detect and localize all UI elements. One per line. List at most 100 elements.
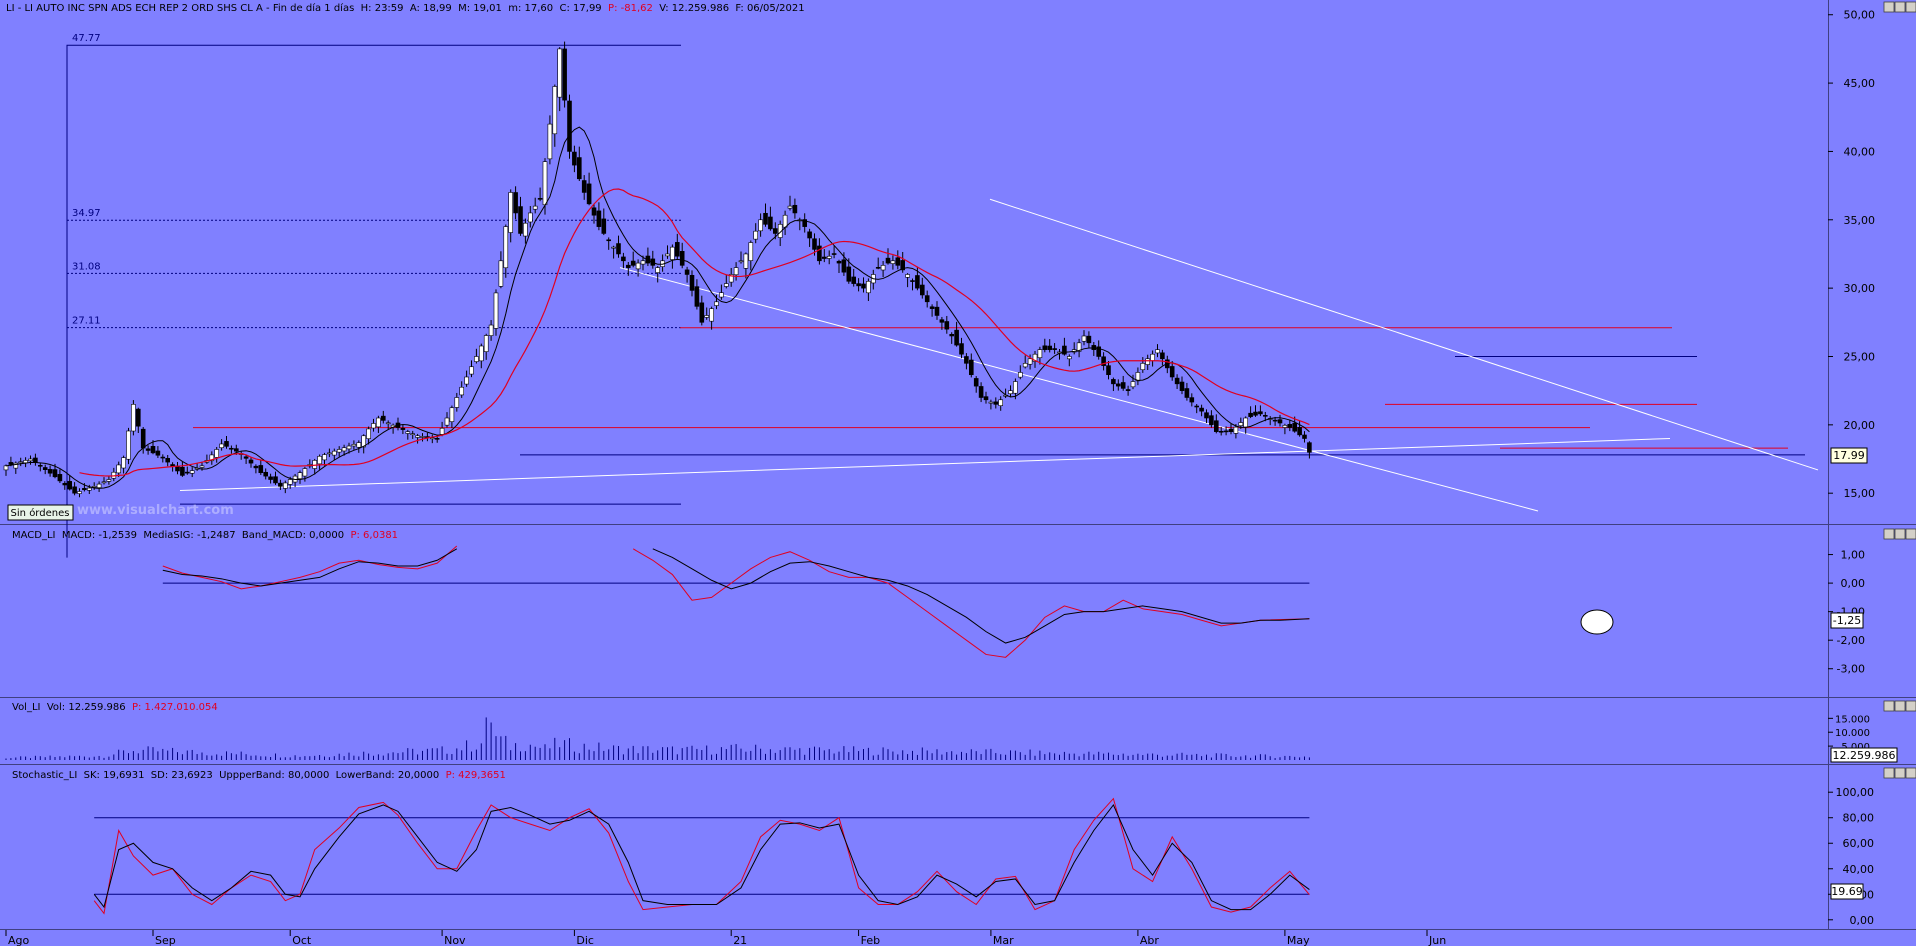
candle-body (1017, 372, 1023, 378)
candle-body (576, 157, 582, 180)
candle-body (341, 447, 347, 452)
candle-body (728, 274, 734, 283)
candle-body (625, 264, 631, 268)
candle-body (988, 401, 994, 404)
candle-body (758, 219, 763, 232)
candle-body (723, 283, 729, 287)
maximize-icon[interactable] (1894, 1, 1906, 13)
time-tick-label: Dic (576, 934, 594, 946)
candle-body (1184, 388, 1190, 398)
price-tick-label: 30,00 (1844, 282, 1876, 295)
minimize-icon[interactable] (1883, 528, 1895, 540)
candle-body (52, 469, 58, 478)
close-icon[interactable] (1905, 767, 1916, 779)
maximize-icon[interactable] (1894, 700, 1906, 712)
candle-body (768, 216, 773, 230)
candle-body (655, 267, 661, 273)
candle-body (13, 462, 19, 469)
candle-body (429, 437, 435, 440)
candle-body (1008, 390, 1013, 395)
watermark: www.visualchart.com (77, 503, 234, 518)
maximize-icon[interactable] (1894, 767, 1906, 779)
time-tick-label: Feb (861, 934, 880, 946)
candle-body (586, 183, 592, 205)
panel-window-buttons[interactable] (1883, 1, 1916, 779)
candle-body (1277, 419, 1283, 424)
candle-body (1214, 420, 1219, 432)
volume-last-box (1830, 747, 1898, 763)
stochastic-sk-line (93, 797, 1310, 915)
candle-body (689, 275, 695, 291)
candle-body (282, 482, 288, 489)
candle-body (1111, 379, 1116, 385)
stochastic-tick-label: 60,00 (1843, 837, 1875, 850)
candle-body (273, 476, 278, 484)
trendline (619, 267, 1539, 512)
candle-body (199, 465, 205, 468)
stochastic-tick-label: 40,00 (1843, 863, 1875, 876)
price-header: LI - LI AUTO INC SPN ADS ECH REP 2 ORD S… (6, 2, 805, 14)
candle-body (498, 260, 504, 287)
candle-body (1228, 428, 1234, 432)
fib-frame (66, 44, 681, 558)
candle-body (189, 470, 195, 474)
candle-body (591, 207, 597, 216)
candle-body (410, 433, 416, 436)
minimize-icon[interactable] (1883, 1, 1895, 13)
candle-body (1243, 417, 1248, 428)
candle-body (28, 458, 33, 462)
candle-body (924, 295, 930, 303)
close-icon[interactable] (1905, 700, 1916, 712)
candle-body (3, 465, 9, 471)
time-tick-label: Sep (155, 934, 176, 946)
candle-body (1106, 365, 1111, 376)
candle-body (983, 396, 989, 401)
candle-body (1223, 430, 1229, 433)
close-icon[interactable] (1905, 1, 1916, 13)
candle-body (18, 461, 24, 464)
candle-body (968, 359, 974, 376)
candle-body (229, 447, 234, 450)
trendlines (179, 198, 1819, 512)
candle-body (1096, 346, 1101, 357)
time-axis: Ago Sep Oct Nov Dic 21 Feb Mar Abr May Jun (5, 930, 1446, 946)
candle-body (611, 246, 616, 249)
candle-body (581, 180, 587, 193)
trendline (989, 198, 1819, 471)
candle-body (180, 466, 185, 476)
macd-last-box (1830, 612, 1864, 629)
candle-body (616, 243, 621, 255)
volume-last-value: 12.259.986 (1833, 749, 1896, 762)
candle-body (993, 401, 999, 405)
candle-body (140, 428, 146, 449)
price-tick-label: 50,00 (1844, 9, 1876, 22)
candle-body (1027, 358, 1033, 365)
candle-body (503, 226, 509, 269)
minimize-icon[interactable] (1883, 700, 1895, 712)
minimize-icon[interactable] (1883, 767, 1895, 779)
moving-averages (5, 126, 1310, 489)
candle-body (253, 465, 259, 469)
stochastic-sd-line (93, 803, 1310, 911)
close-icon[interactable] (1905, 528, 1916, 540)
maximize-icon[interactable] (1894, 528, 1906, 540)
candle-body (454, 397, 460, 408)
candle-body (919, 284, 925, 296)
candle-body (596, 210, 602, 227)
fib-level-label: 47.77 (72, 33, 101, 44)
candle-body (640, 260, 646, 265)
time-tick-label: Mar (993, 934, 1014, 946)
candle-body (831, 253, 837, 255)
candle-body (954, 329, 959, 346)
candle-body (733, 267, 739, 276)
orders-button[interactable]: Sin órdenes (7, 504, 74, 521)
macd-signal-line (632, 548, 1310, 658)
candle-body (1204, 412, 1209, 419)
candle-body (1233, 426, 1239, 434)
candle-body (380, 415, 386, 421)
candle-body (155, 450, 161, 456)
candle-body (836, 260, 842, 264)
candle-body (415, 435, 420, 438)
stochastic-last-value: 19.69 (1831, 885, 1863, 898)
candle-body (214, 449, 219, 458)
